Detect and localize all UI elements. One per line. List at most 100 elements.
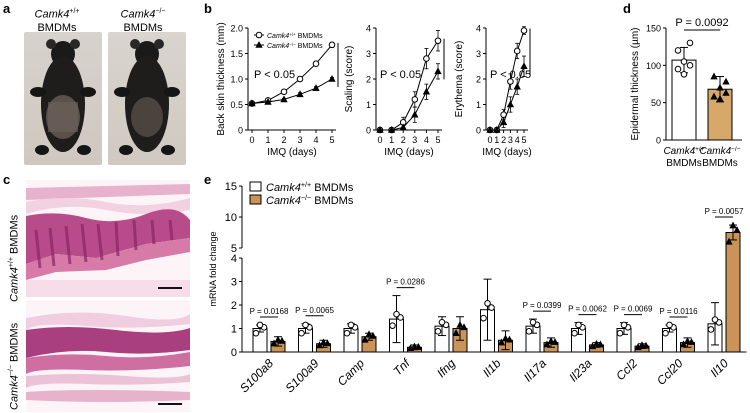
x-tick-label: 2 [501, 135, 506, 145]
p-value-annotation: P = 0.0116 [659, 307, 698, 316]
data-point [456, 320, 464, 328]
category-label: Camk4−/− [699, 146, 740, 158]
data-point [686, 62, 694, 69]
data-point [480, 314, 487, 322]
x-tick-label: 1 [494, 135, 499, 145]
category-label: Tnf [390, 355, 413, 378]
p-value-annotation: P = 0.0069 [614, 305, 653, 314]
data-point [499, 118, 508, 126]
y-tick-label: 1.0 [230, 75, 243, 85]
data-point [274, 335, 282, 343]
panel-label-c: c [3, 172, 11, 187]
panel-label-a: a [3, 1, 11, 16]
data-point [434, 67, 442, 75]
data-point [296, 75, 304, 83]
histo-label-wt: Camk4+/+ BMDMs [8, 214, 21, 302]
data-point [328, 74, 336, 82]
p-value-annotation: P = 0.0286 [386, 278, 425, 287]
data-point [423, 55, 430, 62]
y-tick-label: 3 [476, 49, 481, 59]
data-point [638, 341, 646, 349]
data-point [434, 37, 442, 45]
category-suffix: BMDMs [666, 158, 702, 169]
p-value-annotation: P = 0.0399 [523, 301, 562, 310]
series-line [251, 78, 333, 104]
p-value-annotation: P < 0.05 [380, 69, 421, 81]
data-point [497, 338, 506, 346]
y-tick-label: 1 [231, 324, 237, 336]
data-point [543, 340, 551, 348]
p-value-annotation: P = 0.0168 [250, 307, 289, 316]
data-point [683, 337, 692, 344]
x-tick-label: 3 [508, 135, 513, 145]
y-tick-label: 0 [366, 126, 371, 136]
legend-swatch [249, 194, 262, 205]
data-point [452, 329, 460, 337]
category-label: Il23a [566, 356, 595, 385]
y-tick-label: 150 [646, 24, 661, 34]
data-point [493, 125, 501, 133]
y-tick-label: 0.5 [230, 100, 243, 110]
data-point [547, 337, 555, 344]
panel-label-e: e [204, 172, 212, 187]
data-point [343, 329, 351, 337]
y-tick-label: 4 [231, 253, 237, 265]
data-point [365, 330, 373, 338]
data-point [376, 125, 384, 133]
data-point [296, 90, 304, 98]
data-point [725, 237, 733, 245]
data-point [679, 340, 688, 348]
chart-e: 0 1 2 3 45 10 15 mRNA fold change Camk4+/+ BMDMs… [208, 181, 747, 395]
y-axis-label: Erythema (score) [454, 41, 465, 118]
data-point [616, 329, 624, 337]
legend-marker [255, 31, 263, 39]
data-point [722, 88, 730, 96]
x-tick-label: 1 [389, 135, 394, 145]
x-tick-label: 2 [401, 135, 406, 145]
data-point [525, 328, 533, 335]
legend-marker [255, 40, 263, 48]
data-point [399, 123, 407, 131]
legend-label: Camk4−/− BMDMs [266, 194, 354, 207]
legend-swatch [249, 181, 262, 192]
category-label: Ifng [434, 356, 458, 380]
x-tick-label: 4 [424, 135, 429, 145]
p-value-annotation: P = 0.0057 [705, 207, 744, 216]
y-tick-label: 100 [646, 61, 661, 71]
category-label: S100a8 [237, 356, 276, 395]
y-tick-label: 1 [476, 100, 481, 110]
data-point [387, 125, 396, 133]
y-tick-label: 0 [238, 126, 243, 136]
chart-b1: 0 0.5 1.0 1.5 2.0 0 1 2 3 4 5 IMQ (days) Back skin t… [216, 22, 339, 158]
data-point [280, 95, 288, 103]
data-point [248, 99, 256, 107]
category-label: Il1b [480, 356, 504, 380]
p-value-annotation: P = 0.0092 [675, 17, 728, 29]
y-tick-label: 3 [231, 277, 237, 289]
category-label: Camk4+/+ [663, 146, 704, 158]
data-point [422, 87, 431, 95]
p-value-annotation: P = 0.0062 [568, 305, 607, 314]
y-tick-label: 15 [225, 181, 237, 193]
data-point [434, 328, 442, 335]
data-point [347, 321, 355, 329]
data-point [686, 39, 694, 47]
y-tick-label: 50 [651, 98, 661, 108]
legend-label: Camk4−/− BMDMs [267, 42, 323, 51]
data-point [270, 339, 278, 347]
mouse-photo-wt [24, 32, 102, 165]
x-tick-label: 0 [377, 135, 382, 145]
x-axis-label: IMQ (days) [267, 147, 316, 158]
y-tick-label: 2 [231, 300, 237, 312]
y-tick-label: 1.5 [230, 49, 243, 59]
category-suffix: BMDMs [702, 158, 738, 169]
data-point [575, 321, 582, 329]
category-label: Il10 [708, 356, 732, 380]
data-point [410, 342, 419, 350]
y-axis-label: mRNA fold change [208, 231, 218, 306]
x-tick-label: 3 [412, 135, 417, 145]
data-point [707, 326, 715, 333]
x-tick-label: 0 [249, 135, 254, 145]
data-point [513, 47, 521, 55]
